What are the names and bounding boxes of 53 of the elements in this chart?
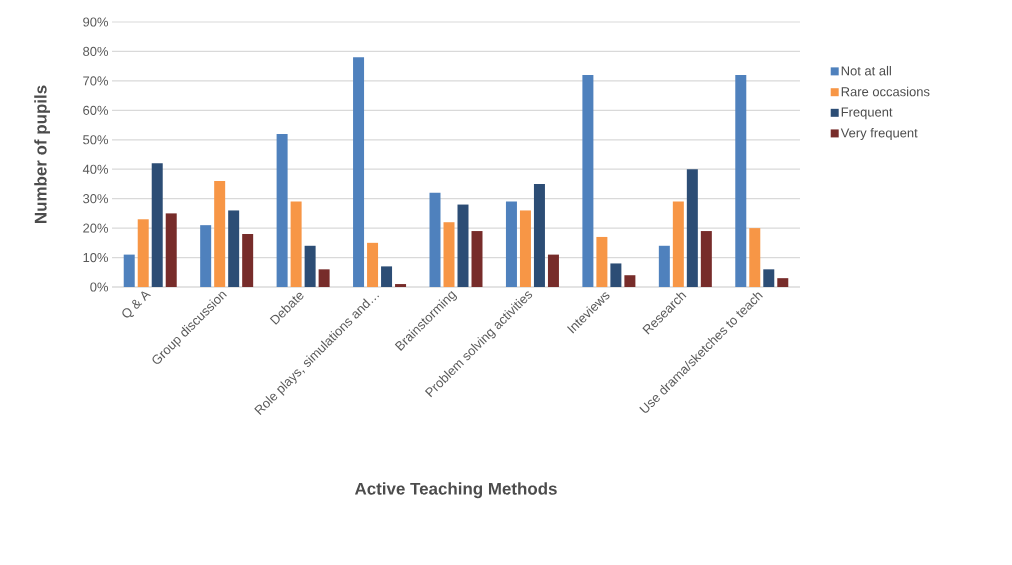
bar: [658, 245, 670, 287]
bar: [763, 269, 775, 287]
y-tick-label: 30%: [83, 194, 109, 204]
bar: [749, 228, 761, 287]
bar: [533, 183, 545, 287]
y-tick-label: 80%: [83, 46, 109, 57]
bar: [700, 231, 712, 287]
bar: [214, 181, 226, 287]
legend-label: Not at all: [841, 65, 891, 76]
bar: [471, 231, 483, 287]
bar: [735, 75, 747, 287]
y-tick-label: 70%: [83, 76, 109, 86]
bar: [381, 266, 393, 287]
legend-label: Frequent: [841, 107, 893, 120]
bar: [137, 219, 149, 287]
y-tick-label: 50%: [83, 135, 109, 145]
bar: [610, 263, 622, 287]
bar: [582, 75, 594, 287]
bar: [123, 254, 135, 287]
y-axis-title: Number of pupils: [34, 85, 50, 223]
bar: [624, 275, 636, 287]
bar: [443, 222, 455, 287]
legend-label: Very frequent: [840, 127, 918, 141]
y-tick-label: 60%: [83, 105, 109, 115]
y-tick-label: 40%: [82, 164, 109, 174]
bar: [367, 242, 379, 287]
bar: [276, 133, 288, 287]
bar: [318, 269, 330, 287]
y-tick-label: 20%: [83, 223, 109, 233]
legend-label: Rare occasions: [841, 86, 930, 97]
bar: [429, 192, 441, 287]
y-tick-label: 0%: [90, 282, 109, 292]
bar: [672, 201, 684, 287]
bar: [151, 163, 163, 287]
bar: [596, 236, 608, 287]
bar: [686, 169, 698, 287]
bar: [519, 210, 531, 287]
x-tick-label: Q & A: [122, 291, 151, 318]
y-tick-label: 90%: [83, 17, 109, 27]
bar: [353, 57, 365, 287]
bar: [547, 254, 559, 287]
bar: [165, 213, 177, 287]
y-tick-label: 10%: [83, 252, 109, 263]
bar: [777, 278, 789, 287]
bar: [505, 201, 517, 287]
x-axis-title: Active Teaching Methods: [354, 482, 557, 499]
bar: [395, 284, 407, 287]
bar: [290, 201, 302, 287]
bar: [242, 234, 254, 287]
bar: [228, 210, 240, 287]
bar: [200, 225, 212, 287]
bar: [304, 245, 316, 287]
bar: [457, 204, 469, 287]
